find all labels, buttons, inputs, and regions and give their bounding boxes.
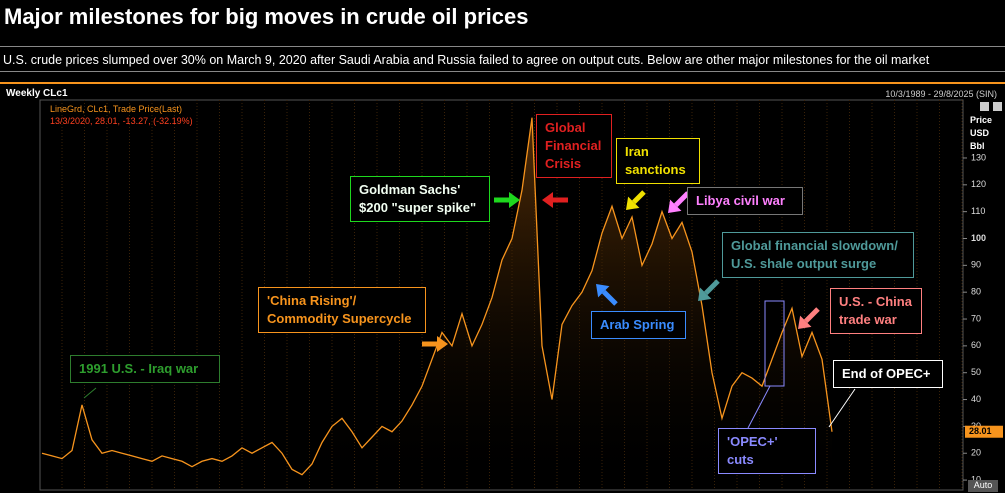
price-area bbox=[42, 117, 832, 490]
y-tick-label: 50 bbox=[971, 367, 981, 377]
y-tick-label: 90 bbox=[971, 260, 981, 270]
arrow-shaft bbox=[632, 190, 646, 204]
y-tick-label: 120 bbox=[971, 179, 986, 189]
panel-range: 10/3/1989 - 29/8/2025 (SIN) bbox=[885, 89, 997, 99]
arrow-shaft bbox=[602, 290, 618, 306]
arrow-shaft bbox=[674, 191, 690, 207]
title: Major milestones for big moves in crude … bbox=[4, 4, 529, 29]
y-tick-label: 110 bbox=[971, 206, 985, 216]
subtitle: U.S. crude prices slumped over 30% on Ma… bbox=[0, 46, 1005, 72]
arrow-shaft bbox=[804, 307, 820, 323]
connector bbox=[83, 387, 97, 399]
annotation: End of OPEC+ bbox=[833, 360, 943, 388]
icon bbox=[980, 102, 989, 111]
arrow-head bbox=[698, 287, 712, 301]
legend-title: LineGrd, CLc1, Trade Price(Last) bbox=[50, 104, 183, 114]
connector bbox=[747, 385, 771, 429]
icon bbox=[993, 102, 1002, 111]
arrow-head bbox=[668, 199, 682, 213]
arrow-head bbox=[596, 284, 610, 298]
y-tick-label: 70 bbox=[971, 313, 981, 323]
arrow-head bbox=[542, 192, 553, 208]
annotation: Arab Spring bbox=[591, 311, 686, 339]
connector bbox=[828, 388, 856, 428]
annotation: Goldman Sachs' $200 "super spike" bbox=[350, 176, 490, 222]
annotation: Global Financial Crisis bbox=[536, 114, 612, 178]
arrow-shaft bbox=[704, 279, 720, 295]
highlight-box bbox=[764, 300, 785, 387]
annotation: Global financial slowdown/ U.S. shale ou… bbox=[722, 232, 914, 278]
annotation: Iran sanctions bbox=[616, 138, 700, 184]
y-tick-label: 20 bbox=[971, 448, 981, 458]
y-tick-label: 60 bbox=[971, 340, 981, 350]
last-value-label: 28.01 bbox=[969, 426, 992, 436]
annotation: Libya civil war bbox=[687, 187, 803, 215]
y-tick-label: 40 bbox=[971, 394, 981, 404]
panel-name: Weekly CLc1 bbox=[6, 88, 68, 99]
arrow-head bbox=[437, 336, 448, 352]
auto-button[interactable]: Auto bbox=[968, 480, 998, 492]
annotation: 1991 U.S. - Iraq war bbox=[70, 355, 220, 383]
y-tick-label: 130 bbox=[971, 152, 986, 162]
last-value-box bbox=[965, 425, 1003, 438]
y-tick-label: 10 bbox=[971, 474, 981, 484]
arrow-head bbox=[626, 196, 640, 210]
divider bbox=[0, 82, 1005, 84]
annotation: U.S. - China trade war bbox=[830, 288, 922, 334]
annotation: 'China Rising'/ Commodity Supercycle bbox=[258, 287, 426, 333]
y-tick-label: 80 bbox=[971, 287, 981, 297]
legend-value: 13/3/2020, 28.01, -13.27, (-32.19%) bbox=[50, 116, 193, 126]
annotation: 'OPEC+' cuts bbox=[718, 428, 816, 474]
y-tick-label: 100 bbox=[971, 233, 986, 243]
arrow-head bbox=[509, 192, 520, 208]
arrow-head bbox=[798, 315, 812, 329]
y-axis-label: Price USD Bbl bbox=[970, 115, 993, 151]
